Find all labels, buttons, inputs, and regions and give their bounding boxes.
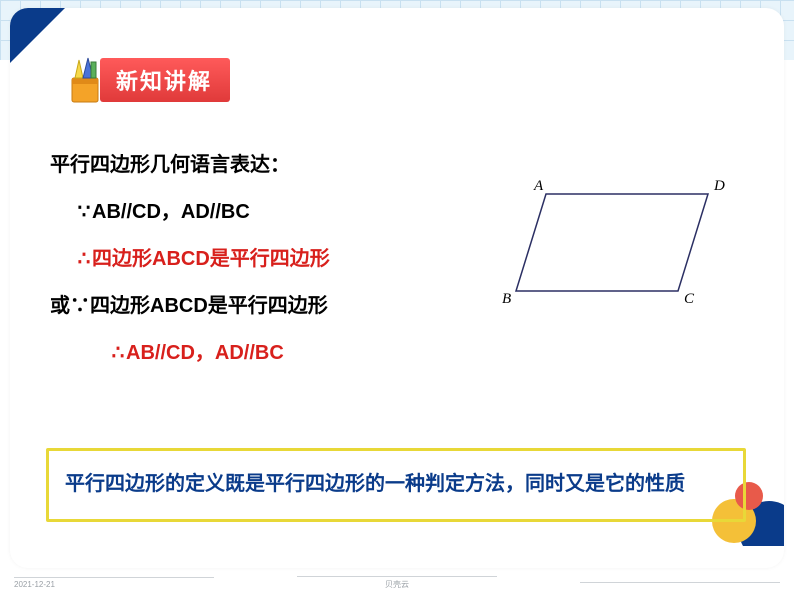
parallelogram-diagram: A B C D <box>498 176 728 311</box>
conclusion-box: 平行四边形的定义既是平行四边形的一种判定方法，同时又是它的性质 <box>46 448 746 522</box>
conclusion-text: 平行四边形的定义既是平行四边形的一种判定方法，同时又是它的性质 <box>65 465 727 503</box>
conclusion-1-text: 四边形ABCD是平行四边形 <box>92 248 330 270</box>
svg-text:C: C <box>684 291 695 307</box>
svg-text:D: D <box>713 178 725 194</box>
pencil-cup-icon <box>64 56 106 104</box>
footer-date: 2021-12-21 <box>14 577 214 589</box>
therefore-symbol: ∴ <box>76 246 92 271</box>
premise-1-text: AB//CD，AD//BC <box>92 201 250 223</box>
because-symbol: ∵ <box>76 199 92 224</box>
section-header: 新知讲解 <box>64 56 230 104</box>
heading: 平行四边形几何语言表达： <box>50 148 744 177</box>
banner-label: 新知讲解 <box>100 58 230 102</box>
conclusion-2: ∴AB//CD，AD//BC <box>110 336 744 365</box>
premise-2-text: 四边形ABCD是平行四边形 <box>90 295 328 317</box>
footer-right <box>580 582 780 585</box>
or-because: 或∵ <box>50 295 90 317</box>
corner-decoration-top-left <box>10 8 65 63</box>
svg-text:A: A <box>533 178 544 194</box>
footer-center: 贝壳云 <box>297 576 497 590</box>
main-card: 新知讲解 平行四边形几何语言表达： ∵AB//CD，AD//BC ∴四边形ABC… <box>10 8 784 568</box>
conclusion-2-text: AB//CD，AD//BC <box>126 342 284 364</box>
footer: 2021-12-21 贝壳云 <box>14 574 780 592</box>
therefore-symbol-2: ∴ <box>110 340 126 365</box>
svg-text:B: B <box>502 291 511 307</box>
